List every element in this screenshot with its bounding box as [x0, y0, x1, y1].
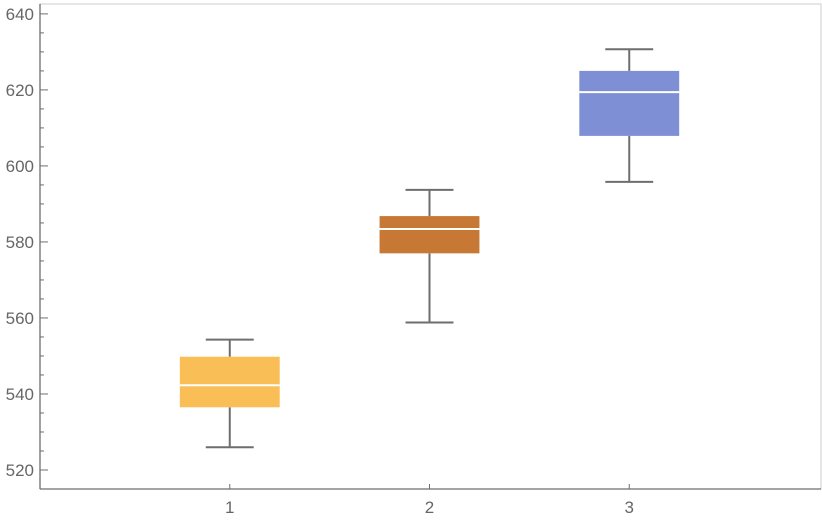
- y-tick-label: 520: [6, 461, 34, 480]
- y-tick-label: 600: [6, 157, 34, 176]
- y-tick-label: 560: [6, 309, 34, 328]
- y-tick-label: 580: [6, 233, 34, 252]
- box-body: [179, 356, 280, 408]
- y-tick-label: 540: [6, 385, 34, 404]
- box-body: [579, 70, 680, 136]
- x-tick-label: 1: [225, 498, 234, 517]
- x-tick-label: 2: [425, 498, 434, 517]
- x-tick-label: 3: [625, 498, 634, 517]
- box-1: [179, 338, 280, 449]
- box-3: [579, 48, 680, 183]
- y-tick-label: 640: [6, 5, 34, 24]
- box-body: [379, 216, 480, 254]
- y-tick-label: 620: [6, 81, 34, 100]
- box-2: [379, 188, 480, 324]
